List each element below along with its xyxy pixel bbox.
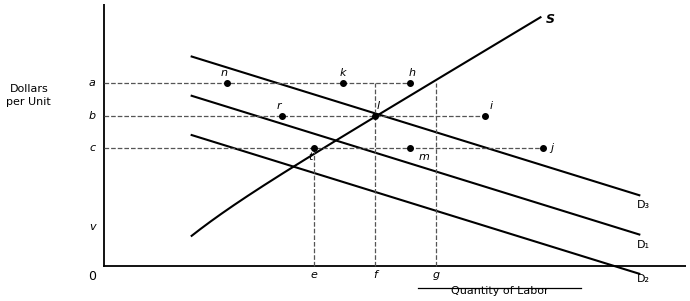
Text: a: a <box>89 78 96 88</box>
Text: D₃: D₃ <box>636 200 649 210</box>
Text: h: h <box>409 68 416 78</box>
Text: f: f <box>373 270 377 280</box>
Text: g: g <box>432 270 440 280</box>
Text: Dollars
per Unit: Dollars per Unit <box>6 84 51 107</box>
Text: k: k <box>339 68 346 78</box>
Text: n: n <box>220 68 227 78</box>
Text: S: S <box>546 13 555 26</box>
Text: m: m <box>418 151 429 162</box>
Text: D₂: D₂ <box>636 274 649 284</box>
Text: D₁: D₁ <box>636 240 649 250</box>
Text: v: v <box>89 222 96 232</box>
Text: e: e <box>310 270 317 280</box>
Text: i: i <box>489 101 493 111</box>
Text: 0: 0 <box>88 270 96 283</box>
Text: r: r <box>277 101 282 111</box>
Text: t: t <box>308 151 313 162</box>
Text: Quantity of Labor: Quantity of Labor <box>451 286 549 296</box>
Text: b: b <box>88 111 96 121</box>
Text: c: c <box>90 143 96 153</box>
Text: l: l <box>376 101 380 111</box>
Text: j: j <box>551 143 553 153</box>
